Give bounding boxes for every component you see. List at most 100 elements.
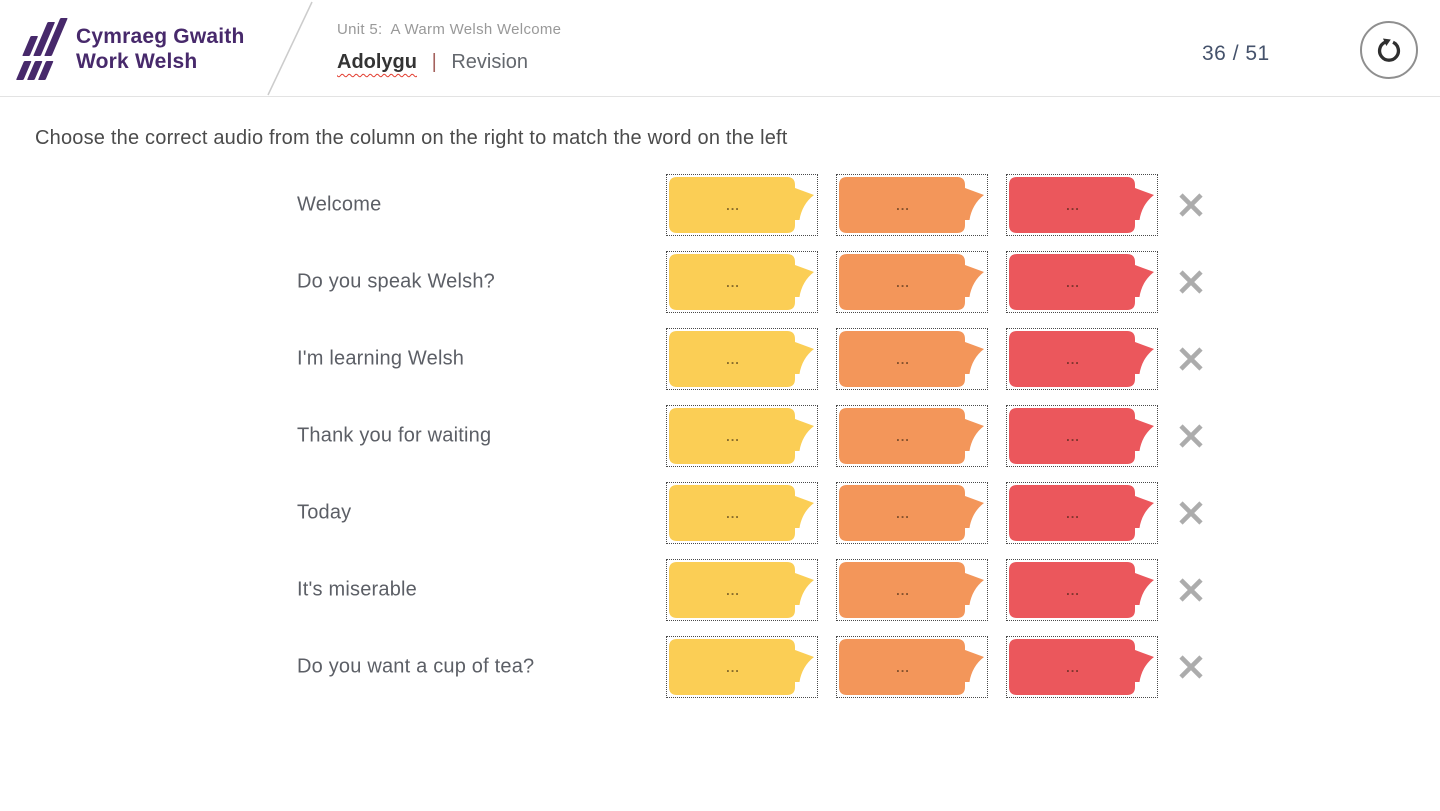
x-icon bbox=[1179, 347, 1203, 371]
match-row: Today ... ... ... bbox=[0, 482, 1440, 544]
speech-bubble-icon bbox=[1009, 562, 1154, 618]
speech-bubble-icon bbox=[669, 254, 814, 310]
speech-bubble-icon bbox=[1009, 331, 1154, 387]
speech-bubble-icon bbox=[839, 639, 984, 695]
audio-option-orange[interactable]: ... bbox=[836, 328, 988, 390]
audio-option-red[interactable]: ... bbox=[1006, 174, 1158, 236]
x-icon bbox=[1179, 270, 1203, 294]
row-label: Welcome bbox=[297, 193, 382, 216]
brand-stripes-icon bbox=[16, 18, 68, 80]
row-label: It's miserable bbox=[297, 578, 417, 601]
clear-selection-button[interactable] bbox=[1176, 575, 1206, 605]
audio-option-red[interactable]: ... bbox=[1006, 559, 1158, 621]
audio-placeholder: ... bbox=[726, 582, 740, 598]
audio-option-red[interactable]: ... bbox=[1006, 482, 1158, 544]
audio-placeholder: ... bbox=[896, 197, 910, 213]
audio-option-orange[interactable]: ... bbox=[836, 174, 988, 236]
refresh-button[interactable] bbox=[1360, 21, 1418, 79]
audio-option-yellow[interactable]: ... bbox=[666, 405, 818, 467]
clear-selection-button[interactable] bbox=[1176, 344, 1206, 374]
speech-bubble-icon bbox=[669, 408, 814, 464]
speech-bubble-icon bbox=[669, 639, 814, 695]
audio-placeholder: ... bbox=[1066, 351, 1080, 367]
audio-option-orange[interactable]: ... bbox=[836, 251, 988, 313]
audio-placeholder: ... bbox=[726, 505, 740, 521]
title-block: Unit 5: A Warm Welsh Welcome Adolygu | R… bbox=[337, 21, 561, 74]
audio-option-yellow[interactable]: ... bbox=[666, 559, 818, 621]
match-row: Do you want a cup of tea? ... ... ... bbox=[0, 636, 1440, 698]
audio-placeholder: ... bbox=[726, 428, 740, 444]
audio-placeholder: ... bbox=[726, 197, 740, 213]
speech-bubble-icon bbox=[839, 485, 984, 541]
speech-bubble-icon bbox=[1009, 408, 1154, 464]
brand-name-english: Work Welsh bbox=[76, 50, 198, 73]
speech-bubble-icon bbox=[669, 331, 814, 387]
activity-title: Adolygu | Revision bbox=[337, 51, 561, 74]
clear-selection-button[interactable] bbox=[1176, 498, 1206, 528]
speech-bubble-icon bbox=[669, 485, 814, 541]
audio-placeholder: ... bbox=[726, 274, 740, 290]
audio-option-red[interactable]: ... bbox=[1006, 636, 1158, 698]
speech-bubble-icon bbox=[1009, 254, 1154, 310]
audio-option-red[interactable]: ... bbox=[1006, 328, 1158, 390]
audio-option-red[interactable]: ... bbox=[1006, 251, 1158, 313]
match-row: Do you speak Welsh? ... ... ... bbox=[0, 251, 1440, 313]
audio-option-yellow[interactable]: ... bbox=[666, 251, 818, 313]
audio-option-yellow[interactable]: ... bbox=[666, 174, 818, 236]
audio-option-red[interactable]: ... bbox=[1006, 405, 1158, 467]
match-row: It's miserable ... ... ... bbox=[0, 559, 1440, 621]
unit-title: Unit 5: A Warm Welsh Welcome bbox=[337, 21, 562, 38]
audio-option-yellow[interactable]: ... bbox=[666, 328, 818, 390]
match-row: Welcome ... ... ... bbox=[0, 174, 1440, 236]
page-counter: 36 / 51 bbox=[1202, 42, 1270, 65]
brand-logo: Cymraeg Gwaith Work Welsh bbox=[14, 14, 245, 84]
audio-placeholder: ... bbox=[1066, 582, 1080, 598]
audio-placeholder: ... bbox=[896, 505, 910, 521]
audio-placeholder: ... bbox=[896, 274, 910, 290]
speech-bubble-icon bbox=[669, 177, 814, 233]
audio-option-orange[interactable]: ... bbox=[836, 405, 988, 467]
audio-option-yellow[interactable]: ... bbox=[666, 636, 818, 698]
clear-selection-button[interactable] bbox=[1176, 190, 1206, 220]
brand-name: Cymraeg Gwaith Work Welsh bbox=[76, 24, 245, 74]
speech-bubble-icon bbox=[669, 562, 814, 618]
row-label: Do you want a cup of tea? bbox=[297, 655, 535, 678]
x-icon bbox=[1179, 655, 1203, 679]
clear-selection-button[interactable] bbox=[1176, 421, 1206, 451]
audio-placeholder: ... bbox=[896, 351, 910, 367]
audio-option-yellow[interactable]: ... bbox=[666, 482, 818, 544]
audio-placeholder: ... bbox=[896, 659, 910, 675]
row-label: Thank you for waiting bbox=[297, 424, 492, 447]
row-label: Today bbox=[297, 501, 352, 524]
row-label: Do you speak Welsh? bbox=[297, 270, 495, 293]
brand-name-welsh: Cymraeg Gwaith bbox=[76, 25, 245, 48]
speech-bubble-icon bbox=[839, 331, 984, 387]
audio-placeholder: ... bbox=[726, 351, 740, 367]
activity-title-welsh: Adolygu bbox=[337, 51, 417, 73]
x-icon bbox=[1179, 578, 1203, 602]
instruction-text: Choose the correct audio from the column… bbox=[35, 127, 788, 149]
speech-bubble-icon bbox=[1009, 639, 1154, 695]
title-separator: | bbox=[431, 51, 437, 73]
audio-placeholder: ... bbox=[896, 428, 910, 444]
speech-bubble-icon bbox=[839, 408, 984, 464]
audio-placeholder: ... bbox=[1066, 659, 1080, 675]
header: Cymraeg Gwaith Work Welsh Unit 5: A Warm… bbox=[0, 0, 1440, 97]
audio-option-orange[interactable]: ... bbox=[836, 636, 988, 698]
audio-placeholder: ... bbox=[1066, 197, 1080, 213]
audio-option-orange[interactable]: ... bbox=[836, 559, 988, 621]
speech-bubble-icon bbox=[839, 254, 984, 310]
row-label: I'm learning Welsh bbox=[297, 347, 465, 370]
speech-bubble-icon bbox=[839, 177, 984, 233]
audio-option-orange[interactable]: ... bbox=[836, 482, 988, 544]
x-icon bbox=[1179, 424, 1203, 448]
clear-selection-button[interactable] bbox=[1176, 652, 1206, 682]
refresh-icon bbox=[1377, 38, 1401, 62]
header-diagonal-divider bbox=[267, 1, 313, 96]
audio-placeholder: ... bbox=[726, 659, 740, 675]
x-icon bbox=[1179, 193, 1203, 217]
clear-selection-button[interactable] bbox=[1176, 267, 1206, 297]
speech-bubble-icon bbox=[1009, 485, 1154, 541]
speech-bubble-icon bbox=[1009, 177, 1154, 233]
